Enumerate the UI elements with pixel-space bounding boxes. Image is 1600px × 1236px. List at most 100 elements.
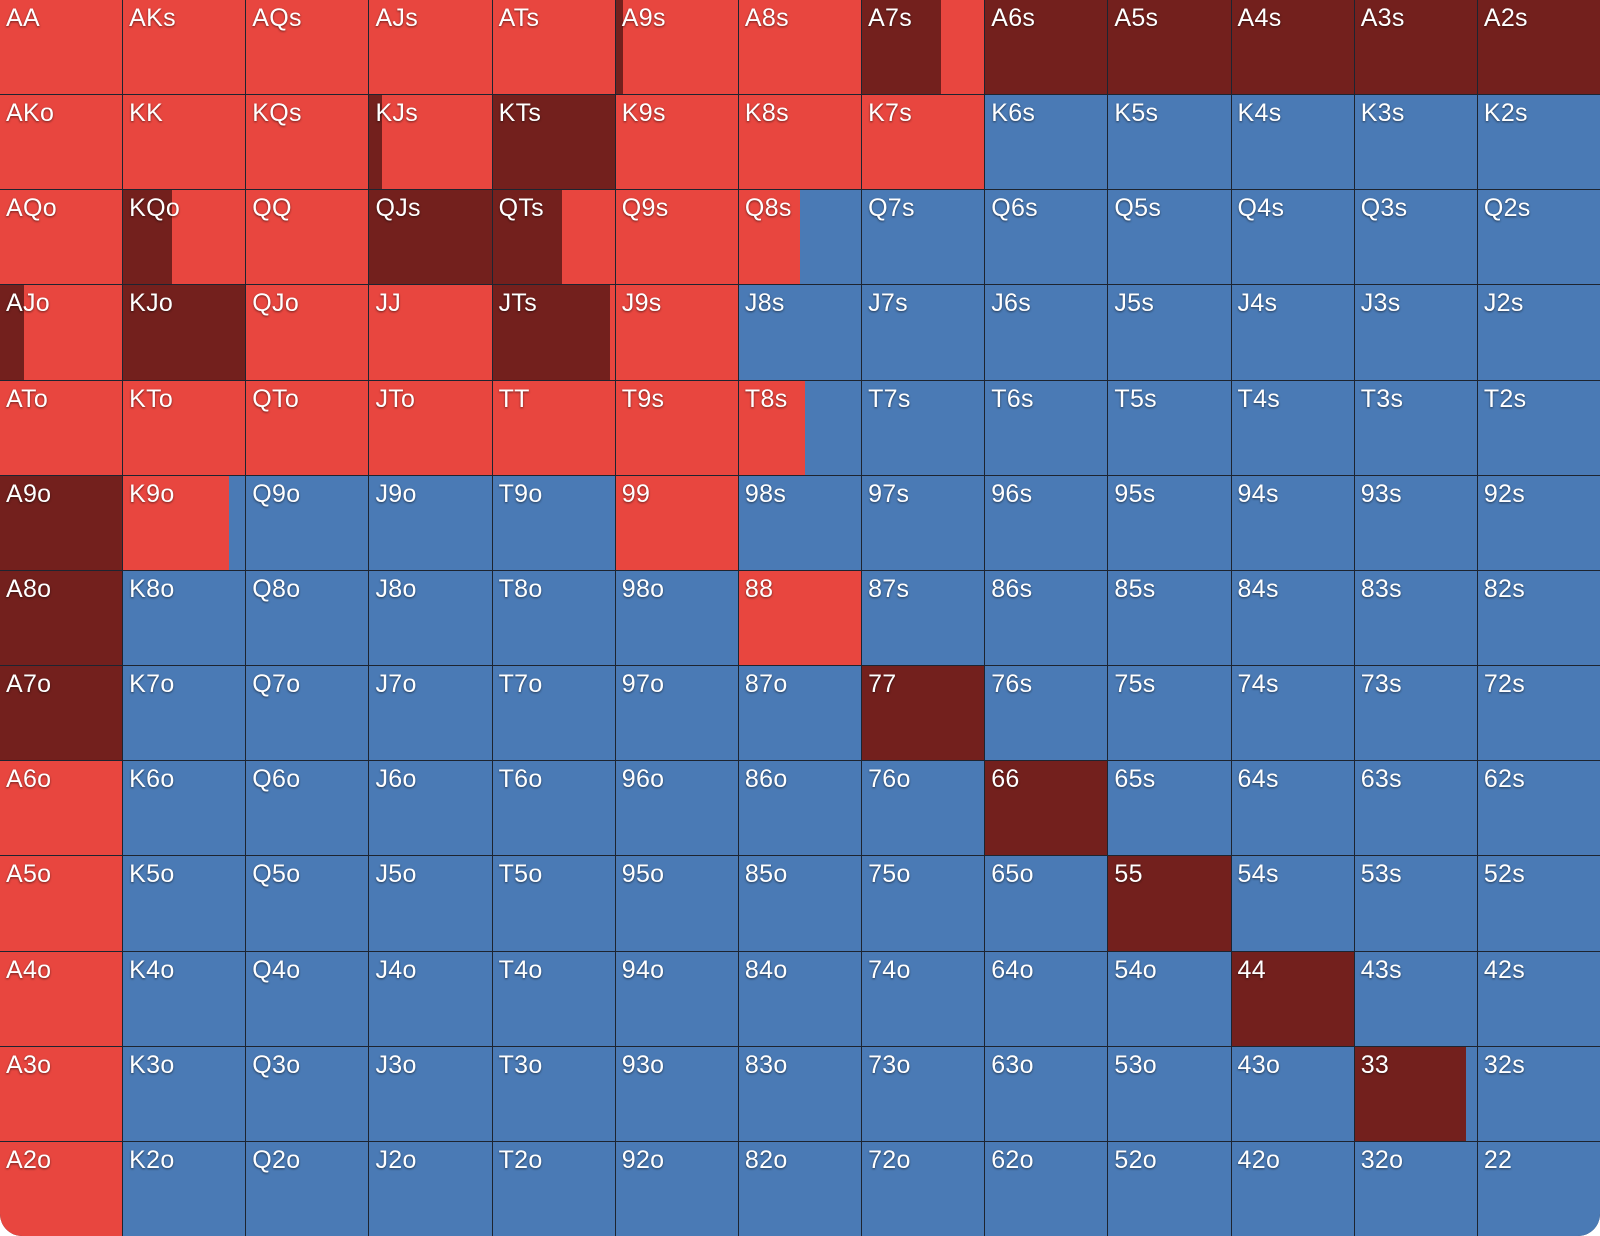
hand-cell-22[interactable]: 22 <box>1477 1141 1600 1236</box>
hand-cell-ajs[interactable]: AJs <box>369 0 492 95</box>
hand-cell-j5o[interactable]: J5o <box>369 856 492 951</box>
hand-cell-k9o[interactable]: K9o <box>123 475 246 570</box>
hand-cell-a4o[interactable]: A4o <box>0 951 123 1046</box>
hand-cell-j9s[interactable]: J9s <box>615 285 738 380</box>
hand-cell-q4o[interactable]: Q4o <box>246 951 369 1046</box>
hand-cell-j4s[interactable]: J4s <box>1231 285 1354 380</box>
hand-cell-kts[interactable]: KTs <box>492 95 615 190</box>
hand-cell-65o[interactable]: 65o <box>985 856 1108 951</box>
hand-cell-77[interactable]: 77 <box>862 666 985 761</box>
hand-cell-a9o[interactable]: A9o <box>0 475 123 570</box>
hand-cell-q5s[interactable]: Q5s <box>1108 190 1231 285</box>
hand-cell-aqs[interactable]: AQs <box>246 0 369 95</box>
hand-cell-q2s[interactable]: Q2s <box>1477 190 1600 285</box>
hand-cell-k3o[interactable]: K3o <box>123 1046 246 1141</box>
hand-cell-97s[interactable]: 97s <box>862 475 985 570</box>
hand-cell-q6s[interactable]: Q6s <box>985 190 1108 285</box>
hand-cell-52s[interactable]: 52s <box>1477 856 1600 951</box>
hand-cell-a8o[interactable]: A8o <box>0 570 123 666</box>
hand-cell-a9s[interactable]: A9s <box>615 0 738 95</box>
hand-cell-74o[interactable]: 74o <box>862 951 985 1046</box>
hand-cell-a4s[interactable]: A4s <box>1231 0 1354 95</box>
hand-cell-92o[interactable]: 92o <box>615 1141 738 1236</box>
hand-cell-ajo[interactable]: AJo <box>0 285 123 380</box>
hand-cell-q2o[interactable]: Q2o <box>246 1141 369 1236</box>
hand-cell-t7s[interactable]: T7s <box>862 380 985 475</box>
hand-cell-a7o[interactable]: A7o <box>0 666 123 761</box>
hand-cell-42o[interactable]: 42o <box>1231 1141 1354 1236</box>
hand-cell-j6s[interactable]: J6s <box>985 285 1108 380</box>
hand-cell-95s[interactable]: 95s <box>1108 475 1231 570</box>
hand-cell-kk[interactable]: KK <box>123 95 246 190</box>
hand-cell-t8s[interactable]: T8s <box>738 380 862 475</box>
hand-cell-jto[interactable]: JTo <box>369 380 492 475</box>
hand-cell-94o[interactable]: 94o <box>615 951 738 1046</box>
hand-cell-73s[interactable]: 73s <box>1354 666 1477 761</box>
hand-cell-q9s[interactable]: Q9s <box>615 190 738 285</box>
hand-cell-72s[interactable]: 72s <box>1477 666 1600 761</box>
hand-cell-jj[interactable]: JJ <box>369 285 492 380</box>
hand-cell-t8o[interactable]: T8o <box>492 570 615 666</box>
hand-cell-54s[interactable]: 54s <box>1231 856 1354 951</box>
hand-cell-87o[interactable]: 87o <box>738 666 862 761</box>
hand-cell-qq[interactable]: QQ <box>246 190 369 285</box>
hand-cell-jts[interactable]: JTs <box>492 285 615 380</box>
hand-cell-ats[interactable]: ATs <box>492 0 615 95</box>
hand-cell-k2s[interactable]: K2s <box>1477 95 1600 190</box>
hand-cell-k7o[interactable]: K7o <box>123 666 246 761</box>
hand-cell-j4o[interactable]: J4o <box>369 951 492 1046</box>
hand-cell-53o[interactable]: 53o <box>1108 1046 1231 1141</box>
hand-cell-53s[interactable]: 53s <box>1354 856 1477 951</box>
hand-cell-j8o[interactable]: J8o <box>369 570 492 666</box>
hand-cell-84o[interactable]: 84o <box>738 951 862 1046</box>
hand-cell-54o[interactable]: 54o <box>1108 951 1231 1046</box>
hand-cell-j5s[interactable]: J5s <box>1108 285 1231 380</box>
hand-cell-k3s[interactable]: K3s <box>1354 95 1477 190</box>
hand-cell-qjo[interactable]: QJo <box>246 285 369 380</box>
hand-cell-k5s[interactable]: K5s <box>1108 95 1231 190</box>
hand-cell-qto[interactable]: QTo <box>246 380 369 475</box>
hand-cell-98o[interactable]: 98o <box>615 570 738 666</box>
hand-cell-aks[interactable]: AKs <box>123 0 246 95</box>
hand-cell-a8s[interactable]: A8s <box>738 0 862 95</box>
hand-cell-32s[interactable]: 32s <box>1477 1046 1600 1141</box>
hand-cell-94s[interactable]: 94s <box>1231 475 1354 570</box>
hand-cell-kqo[interactable]: KQo <box>123 190 246 285</box>
hand-cell-86o[interactable]: 86o <box>738 761 862 856</box>
hand-cell-a5o[interactable]: A5o <box>0 856 123 951</box>
hand-cell-85o[interactable]: 85o <box>738 856 862 951</box>
hand-cell-76o[interactable]: 76o <box>862 761 985 856</box>
hand-cell-j7s[interactable]: J7s <box>862 285 985 380</box>
hand-cell-83s[interactable]: 83s <box>1354 570 1477 666</box>
hand-cell-74s[interactable]: 74s <box>1231 666 1354 761</box>
hand-cell-65s[interactable]: 65s <box>1108 761 1231 856</box>
hand-cell-82s[interactable]: 82s <box>1477 570 1600 666</box>
hand-cell-k7s[interactable]: K7s <box>862 95 985 190</box>
hand-cell-k8o[interactable]: K8o <box>123 570 246 666</box>
hand-cell-t5s[interactable]: T5s <box>1108 380 1231 475</box>
hand-cell-66[interactable]: 66 <box>985 761 1108 856</box>
hand-cell-t6o[interactable]: T6o <box>492 761 615 856</box>
hand-cell-96s[interactable]: 96s <box>985 475 1108 570</box>
hand-cell-75o[interactable]: 75o <box>862 856 985 951</box>
hand-cell-t4o[interactable]: T4o <box>492 951 615 1046</box>
hand-cell-t2o[interactable]: T2o <box>492 1141 615 1236</box>
hand-cell-k6o[interactable]: K6o <box>123 761 246 856</box>
hand-cell-qts[interactable]: QTs <box>492 190 615 285</box>
hand-cell-76s[interactable]: 76s <box>985 666 1108 761</box>
hand-cell-t9o[interactable]: T9o <box>492 475 615 570</box>
hand-cell-55[interactable]: 55 <box>1108 856 1231 951</box>
hand-cell-64o[interactable]: 64o <box>985 951 1108 1046</box>
hand-cell-96o[interactable]: 96o <box>615 761 738 856</box>
hand-cell-kjs[interactable]: KJs <box>369 95 492 190</box>
hand-cell-44[interactable]: 44 <box>1231 951 1354 1046</box>
hand-cell-qjs[interactable]: QJs <box>369 190 492 285</box>
hand-cell-84s[interactable]: 84s <box>1231 570 1354 666</box>
hand-cell-73o[interactable]: 73o <box>862 1046 985 1141</box>
hand-cell-t9s[interactable]: T9s <box>615 380 738 475</box>
hand-cell-j3s[interactable]: J3s <box>1354 285 1477 380</box>
hand-cell-j9o[interactable]: J9o <box>369 475 492 570</box>
hand-cell-a3s[interactable]: A3s <box>1354 0 1477 95</box>
hand-cell-92s[interactable]: 92s <box>1477 475 1600 570</box>
hand-cell-a3o[interactable]: A3o <box>0 1046 123 1141</box>
